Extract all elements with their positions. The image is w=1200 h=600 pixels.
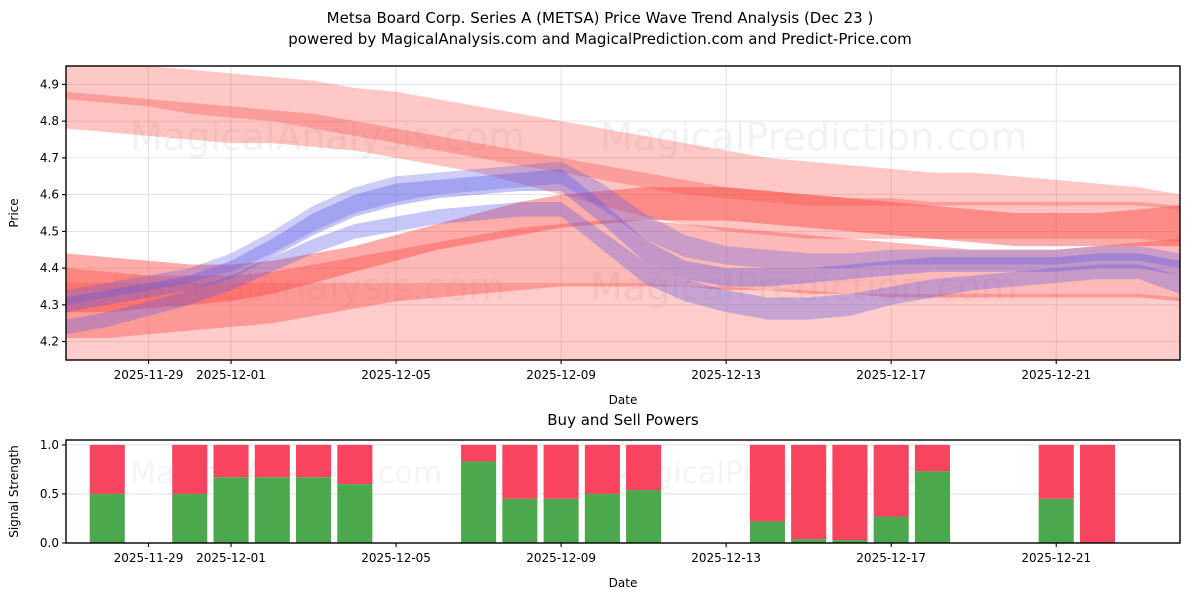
y-tick-label: 0.5 (40, 487, 59, 501)
bar-sell-segment[interactable] (337, 444, 373, 485)
bar-sell-segment[interactable] (296, 444, 332, 478)
bar-buy-segment[interactable] (1038, 498, 1074, 543)
bar-sell-segment[interactable] (626, 444, 662, 491)
wave-bands (66, 66, 1180, 360)
bar-group (89, 444, 1116, 543)
band-mid-resistance-band (66, 187, 1180, 313)
bar-buy-segment[interactable] (914, 471, 950, 543)
x-tick-label: 2025-12-09 (526, 368, 596, 382)
bar-buy-segment[interactable] (172, 493, 208, 543)
y-axis-label: Price (7, 198, 21, 227)
bar-buy-segment[interactable] (873, 516, 909, 543)
y-tick-label: 4.6 (40, 188, 59, 202)
y-tick-label: 4.9 (40, 77, 59, 91)
bar-buy-segment[interactable] (832, 540, 868, 543)
x-tick-label: 2025-12-21 (1021, 368, 1091, 382)
bar-sell-segment[interactable] (791, 444, 827, 540)
title-block: Metsa Board Corp. Series A (METSA) Price… (0, 8, 1200, 50)
band-blue-wave-upper (66, 161, 1180, 305)
bar-sell-segment[interactable] (749, 444, 785, 522)
band-blue-wave-lower (66, 201, 1180, 335)
x-tick-label: 2025-11-29 (114, 551, 184, 565)
x-tick-label: 2025-12-21 (1021, 551, 1091, 565)
bar-sell-segment[interactable] (914, 444, 950, 472)
bar-buy-segment[interactable] (213, 477, 249, 543)
price-wave-panel: MagicalAnalysis.com MagicalPrediction.com… (0, 55, 1200, 405)
bar-sell-segment[interactable] (543, 444, 579, 499)
band-support-band (66, 220, 1180, 338)
bar-sell-segment[interactable] (832, 444, 868, 541)
y-tick-label: 4.2 (40, 335, 59, 349)
buy-sell-powers-panel: Buy and Sell PowersMagicalAnalysis.comMa… (0, 405, 1200, 600)
x-tick-label: 2025-11-29 (114, 368, 184, 382)
bar-sell-segment[interactable] (502, 444, 538, 499)
x-tick-label: 2025-12-01 (196, 551, 266, 565)
band-lower-outer-band (66, 282, 1180, 360)
y-tick-label: 4.8 (40, 114, 59, 128)
bar-sell-segment[interactable] (1038, 444, 1074, 499)
bar-sell-segment[interactable] (89, 444, 125, 494)
bar-sell-segment[interactable] (461, 444, 497, 462)
x-tick-label: 2025-12-13 (691, 551, 761, 565)
bar-buy-segment[interactable] (254, 477, 290, 543)
y-tick-label: 4.5 (40, 224, 59, 238)
x-tick-label: 2025-12-09 (526, 551, 596, 565)
plot-frame (65, 439, 1181, 544)
bar-buy-segment[interactable] (89, 493, 125, 543)
y-tick-label: 4.7 (40, 151, 59, 165)
x-tick-label: 2025-12-17 (856, 551, 926, 565)
band-blue-wave-mid (66, 168, 1180, 313)
bar-buy-segment[interactable] (502, 498, 538, 543)
bar-buy-segment[interactable] (791, 539, 827, 543)
price-wave-svg: MagicalAnalysis.com MagicalPrediction.com… (7, 65, 1181, 405)
x-tick-label: 2025-12-05 (361, 551, 431, 565)
page-title: Metsa Board Corp. Series A (METSA) Price… (326, 9, 874, 27)
bar-sell-segment[interactable] (254, 444, 290, 478)
plot-frame (65, 65, 1181, 361)
bar-buy-segment[interactable] (749, 521, 785, 543)
bar-buy-segment[interactable] (337, 484, 373, 543)
x-tick-label: 2025-12-01 (196, 368, 266, 382)
bar-sell-segment[interactable] (172, 444, 208, 494)
page-subtitle: powered by MagicalAnalysis.com and Magic… (288, 30, 912, 48)
buy-sell-powers-svg: Buy and Sell PowersMagicalAnalysis.comMa… (7, 411, 1181, 590)
x-tick-label: 2025-12-13 (691, 368, 761, 382)
x-axis-label: Date (609, 393, 638, 405)
bar-buy-segment[interactable] (543, 498, 579, 543)
bar-buy-segment[interactable] (461, 461, 497, 543)
y-tick-label: 1.0 (40, 438, 59, 452)
bar-sell-segment[interactable] (213, 444, 249, 478)
y-tick-label: 4.4 (40, 261, 59, 275)
y-tick-label: 0.0 (40, 536, 59, 550)
axis-ticks: 4.2 4.3 4.4 4.5 4.6 4.7 4.8 4.9 2025-11-29 2025-1… (40, 77, 1091, 382)
x-tick-label: 2025-12-17 (856, 368, 926, 382)
watermark: MagicalAnalysis.com (110, 265, 505, 309)
bar-sell-segment[interactable] (873, 444, 909, 517)
axis-ticks: 0.0 0.5 1.0 2025-11-29 2025-12-01 2025-12-05 2… (40, 438, 1091, 565)
bar-buy-segment[interactable] (296, 477, 332, 543)
watermark: MagicalPrediction.com (590, 265, 1018, 309)
y-axis-label: Signal Strength (7, 445, 21, 538)
watermark: MagicalAnalysis.com (130, 115, 525, 159)
band-upper-resistance-band (66, 91, 1180, 243)
bar-sell-segment[interactable] (1079, 444, 1116, 543)
x-tick-label: 2025-12-05 (361, 368, 431, 382)
bar-sell-segment[interactable] (584, 444, 620, 494)
bar-buy-segment[interactable] (584, 493, 620, 543)
y-tick-label: 4.3 (40, 298, 59, 312)
watermark: MagicalPrediction.com (600, 115, 1028, 159)
x-axis-label: Date (609, 576, 638, 590)
band-outer-resistance-band (66, 66, 1180, 210)
grid (66, 66, 1180, 360)
panel-title: Buy and Sell Powers (547, 411, 699, 429)
bar-buy-segment[interactable] (626, 490, 662, 543)
